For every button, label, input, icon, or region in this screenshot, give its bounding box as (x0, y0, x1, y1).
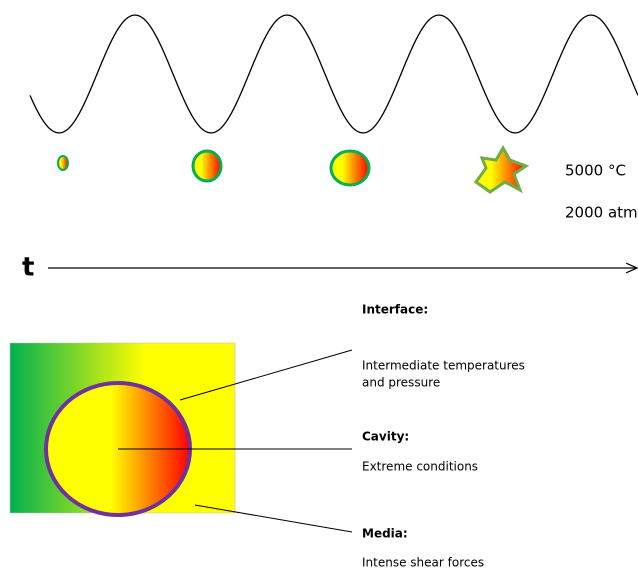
legend-text: and pressure (362, 376, 440, 390)
bubble (193, 151, 221, 181)
legend-title: Interface: (362, 303, 428, 317)
diagram: 5000 °C 2000 atm t Interface: Intermedia… (0, 0, 638, 574)
pressure: 2000 atm (565, 204, 638, 222)
legend-title: Media: (362, 527, 408, 541)
pressure-wave (30, 15, 638, 133)
time-label: t (22, 253, 34, 283)
legend-text: Intermediate temperatures (362, 359, 525, 373)
temperature: 5000 °C (565, 162, 626, 180)
collapsing-bubble (476, 148, 526, 192)
bubble (331, 151, 369, 185)
legend-title: Cavity: (362, 430, 409, 444)
bubble (58, 156, 68, 170)
legend-text: Extreme conditions (362, 460, 478, 474)
legend-text: Intense shear forces (362, 556, 484, 570)
pointer (195, 505, 352, 532)
